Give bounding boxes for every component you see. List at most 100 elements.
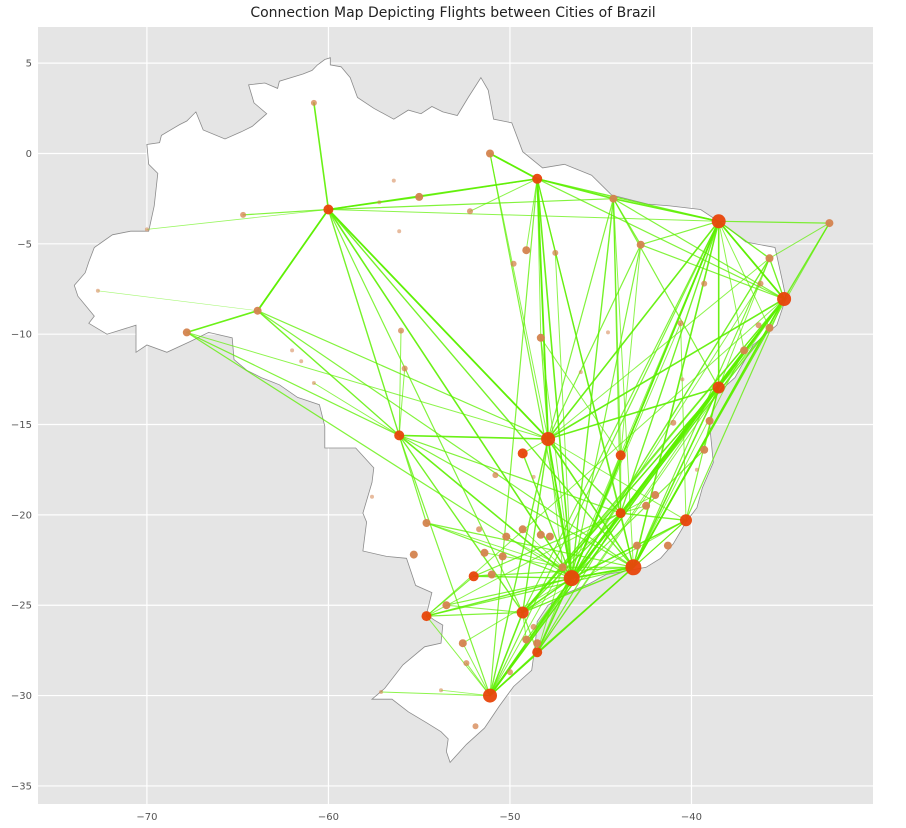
flight-route-88 [257, 310, 635, 568]
flight-route-121 [426, 298, 785, 617]
y-tick-label: 5 [26, 59, 32, 70]
flight-route-60 [547, 244, 642, 440]
flight-route-51 [547, 220, 720, 440]
airport-marker-45 [545, 532, 554, 541]
flight-route-73 [525, 178, 538, 251]
y-tick-label: −10 [11, 330, 32, 341]
y-tick-label: 0 [26, 149, 32, 160]
airport-markers [95, 99, 834, 730]
airport-marker-13 [615, 450, 626, 461]
flight-route-15 [522, 452, 573, 579]
y-tick-label: −5 [17, 239, 32, 250]
airport-marker-24 [182, 328, 191, 337]
flight-route-102 [718, 220, 771, 259]
airport-marker-16 [421, 611, 432, 622]
flight-route-173 [769, 222, 830, 259]
airport-marker-57 [398, 327, 404, 334]
airport-marker-58 [401, 365, 408, 372]
airport-marker-22 [486, 149, 494, 158]
flight-routes [97, 102, 831, 697]
flight-route-119 [536, 298, 785, 653]
airport-marker-65 [311, 381, 316, 385]
flight-route-167 [547, 438, 564, 568]
airport-marker-71 [507, 669, 513, 676]
airport-marker-67 [379, 690, 384, 694]
x-tick-label: −50 [499, 812, 520, 823]
airport-marker-69 [472, 723, 479, 730]
y-tick-label: −35 [11, 781, 32, 792]
y-tick-label: −15 [11, 420, 32, 431]
airport-marker-17 [532, 647, 543, 658]
flight-route-99 [717, 220, 785, 300]
flight-route-75 [489, 178, 538, 697]
flight-route-44 [398, 434, 635, 568]
airport-marker-43 [536, 530, 545, 539]
flight-route-53 [547, 386, 720, 440]
airport-marker-34 [533, 639, 542, 648]
flight-route-126 [612, 198, 720, 389]
flight-route-71 [418, 178, 538, 198]
flight-route-122 [619, 386, 720, 514]
y-tick-label: −20 [11, 510, 32, 521]
flight-route-91 [97, 290, 258, 312]
airport-marker-14 [517, 448, 528, 459]
flight-route-2 [570, 220, 720, 579]
airport-marker-78 [694, 467, 699, 472]
airport-marker-21 [636, 240, 645, 249]
airport-marker-61 [144, 227, 149, 232]
flight-route-25 [489, 152, 573, 579]
airport-marker-40 [642, 501, 651, 510]
flight-route-108 [718, 220, 770, 329]
flight-route-145 [425, 611, 524, 617]
flight-route-164 [561, 386, 720, 568]
flight-route-105 [620, 220, 720, 514]
flight-route-89 [186, 331, 400, 436]
flight-route-153 [462, 642, 491, 697]
x-tick-label: −70 [136, 812, 157, 823]
airport-marker-62 [95, 288, 100, 293]
flight-route-100 [612, 197, 720, 223]
airport-marker-9 [615, 508, 626, 519]
flight-route-171 [612, 198, 642, 246]
flight-route-0 [570, 566, 635, 579]
flight-route-109 [718, 220, 745, 351]
flight-route-169 [522, 528, 564, 568]
flight-route-133 [620, 512, 687, 521]
flight-route-36 [632, 386, 720, 569]
flight-route-142 [536, 178, 622, 514]
airport-marker-23 [253, 306, 262, 315]
flight-route-135 [536, 512, 622, 653]
flight-route-78 [256, 208, 330, 312]
flight-route-117 [640, 244, 785, 300]
flight-route-158 [425, 566, 635, 617]
flight-route-84 [327, 209, 720, 222]
flight-route-26 [571, 454, 622, 579]
brazil-outline [73, 57, 787, 764]
airport-marker-30 [442, 601, 451, 610]
airport-marker-64 [290, 348, 295, 353]
flight-route-97 [398, 368, 406, 436]
airport-marker-5 [541, 432, 556, 446]
x-tick-label: −40 [681, 812, 702, 823]
airport-marker-55 [552, 249, 559, 256]
airport-marker-66 [370, 494, 374, 499]
airport-marker-31 [458, 639, 467, 648]
airport-marker-8 [516, 606, 529, 619]
flight-route-134 [473, 512, 622, 577]
airport-marker-44 [518, 525, 527, 534]
flight-route-98 [398, 330, 402, 436]
flight-route-156 [426, 615, 491, 697]
flight-route-157 [425, 575, 475, 617]
airport-marker-83 [476, 526, 483, 533]
airport-marker-48 [498, 552, 507, 561]
airport-marker-29 [487, 570, 496, 579]
airport-marker-2 [777, 292, 792, 306]
airport-marker-60 [240, 211, 247, 218]
airport-marker-15 [468, 571, 479, 582]
flight-route-94 [398, 434, 428, 524]
airport-marker-32 [558, 563, 567, 572]
flight-route-165 [522, 566, 564, 613]
flight-route-166 [536, 566, 564, 653]
airport-marker-4 [483, 688, 497, 703]
